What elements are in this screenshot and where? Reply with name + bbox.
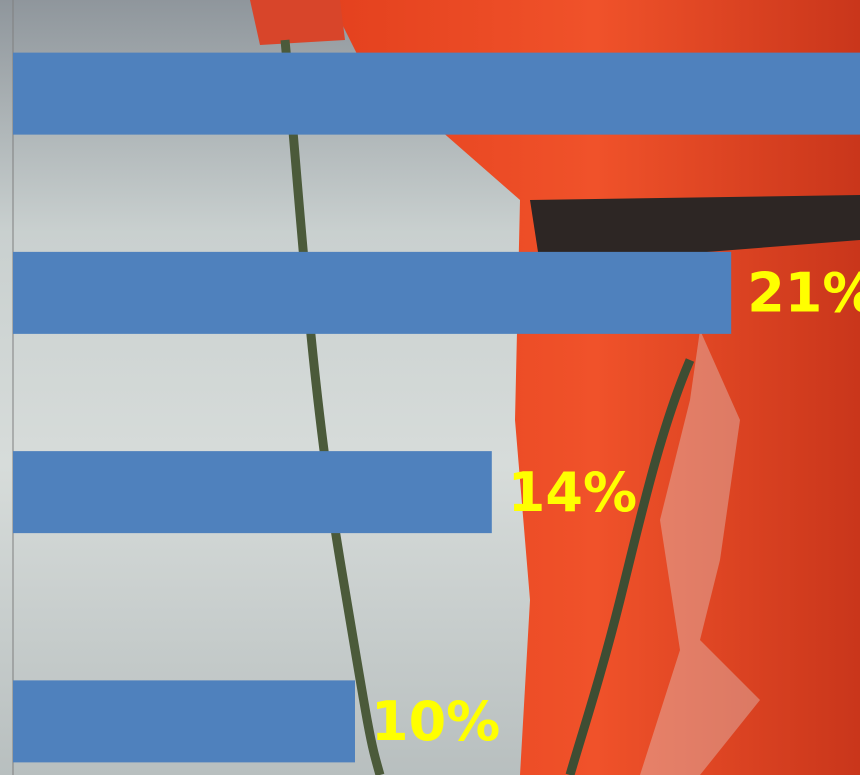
bar: [13, 251, 732, 334]
value-label: 10%: [371, 690, 500, 753]
bar: [13, 52, 860, 135]
value-label: 14%: [508, 461, 637, 524]
bar: [13, 451, 492, 534]
value-label: 21%: [747, 262, 860, 325]
bar: [13, 680, 355, 763]
